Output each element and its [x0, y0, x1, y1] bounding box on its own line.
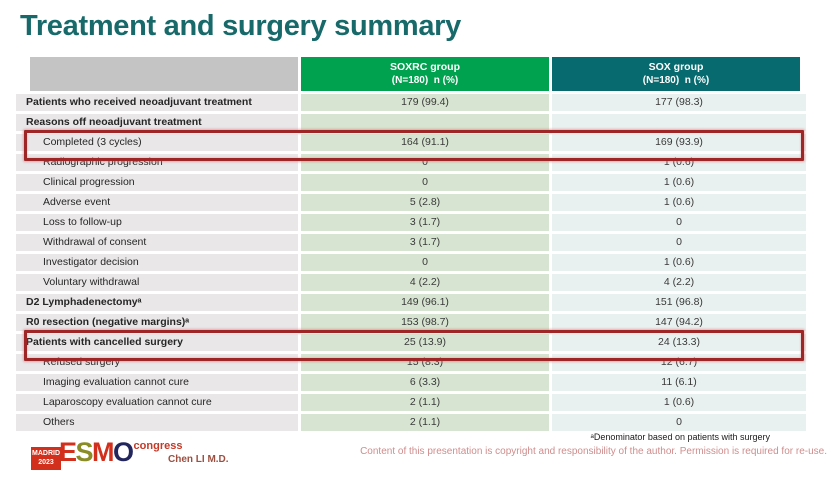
sox-value-cell: 24 (13.3): [552, 334, 806, 351]
esmo-congress-logo: MADRID 2023 ESMO congress: [31, 437, 183, 470]
soxrc-value-cell: 153 (98.7): [301, 314, 549, 331]
sox-value-cell: 1 (0.6): [552, 194, 806, 211]
copyright-notice: Content of this presentation is copyrigh…: [360, 446, 827, 457]
soxrc-value-cell: 149 (96.1): [301, 294, 549, 311]
row-label-cell: Withdrawal of consent: [16, 234, 298, 251]
sox-value-cell: 1 (0.6): [552, 254, 806, 271]
header-sox-title: SOX group: [648, 60, 704, 73]
congress-label: congress: [133, 440, 183, 452]
header-soxrc-group: SOXRC group (N=180) n (%): [301, 57, 549, 91]
row-label-cell: Adverse event: [16, 194, 298, 211]
soxrc-value-cell: 2 (1.1): [301, 414, 549, 431]
soxrc-value-cell: [301, 114, 549, 131]
soxrc-value-cell: 0: [301, 174, 549, 191]
sox-value-cell: 0: [552, 214, 806, 231]
esmo-letter-o: O: [113, 437, 134, 467]
sox-value-cell: 1 (0.6): [552, 154, 806, 171]
sox-value-cell: 169 (93.9): [552, 134, 806, 151]
madrid-2023-badge: MADRID 2023: [31, 447, 61, 470]
soxrc-value-cell: 25 (13.9): [301, 334, 549, 351]
sox-value-cell: 147 (94.2): [552, 314, 806, 331]
row-label-cell: Patients who received neoadjuvant treatm…: [16, 94, 298, 111]
row-label-cell: Clinical progression: [16, 174, 298, 191]
row-label-cell: Refused surgery: [16, 354, 298, 371]
row-label-cell: R0 resection (negative margins)ᵃ: [16, 314, 298, 331]
header-soxrc-subtitle: (N=180) n (%): [391, 75, 459, 87]
soxrc-value-cell: 164 (91.1): [301, 134, 549, 151]
sox-value-cell: 1 (0.6): [552, 174, 806, 191]
soxrc-value-cell: 5 (2.8): [301, 194, 549, 211]
row-label-cell: Completed (3 cycles): [16, 134, 298, 151]
badge-year: 2023: [38, 458, 54, 466]
slide-title: Treatment and surgery summary: [20, 10, 461, 42]
sox-value-cell: 151 (96.8): [552, 294, 806, 311]
soxrc-value-cell: 179 (99.4): [301, 94, 549, 111]
badge-city: MADRID: [32, 450, 60, 458]
header-sox-subtitle: (N=180) n (%): [642, 75, 710, 87]
row-label-cell: Others: [16, 414, 298, 431]
denominator-footnote: ᵃDenominator based on patients with surg…: [590, 432, 770, 442]
esmo-letter-e: E: [59, 437, 77, 467]
row-label-cell: Reasons off neoadjuvant treatment: [16, 114, 298, 131]
author-name: Chen LI M.D.: [168, 454, 229, 465]
sox-value-cell: 1 (0.6): [552, 394, 806, 411]
row-label-cell: Voluntary withdrawal: [16, 274, 298, 291]
soxrc-value-cell: 2 (1.1): [301, 394, 549, 411]
esmo-letter-s: S: [75, 437, 94, 467]
header-empty-cell: [30, 57, 298, 91]
row-label-cell: Loss to follow-up: [16, 214, 298, 231]
row-label-cell: Investigator decision: [16, 254, 298, 271]
table-grid: SOXRC group (N=180) n (%) SOX group (N=1…: [16, 57, 806, 431]
soxrc-value-cell: 6 (3.3): [301, 374, 549, 391]
header-soxrc-title: SOXRC group: [390, 60, 460, 73]
sox-value-cell: 4 (2.2): [552, 274, 806, 291]
sox-value-cell: 0: [552, 234, 806, 251]
sox-value-cell: 177 (98.3): [552, 94, 806, 111]
soxrc-value-cell: 0: [301, 254, 549, 271]
row-label-cell: Laparoscopy evaluation cannot cure: [16, 394, 298, 411]
header-sox-group: SOX group (N=180) n (%): [552, 57, 800, 91]
esmo-letter-m: M: [92, 437, 115, 467]
sox-value-cell: [552, 114, 806, 131]
sox-value-cell: 12 (6.7): [552, 354, 806, 371]
row-label-cell: Radiographic progression: [16, 154, 298, 171]
sox-value-cell: 11 (6.1): [552, 374, 806, 391]
soxrc-value-cell: 15 (8.3): [301, 354, 549, 371]
soxrc-value-cell: 4 (2.2): [301, 274, 549, 291]
soxrc-value-cell: 3 (1.7): [301, 234, 549, 251]
treatment-summary-table: SOXRC group (N=180) n (%) SOX group (N=1…: [16, 57, 806, 431]
row-label-cell: Patients with cancelled surgery: [16, 334, 298, 351]
soxrc-value-cell: 0: [301, 154, 549, 171]
sox-value-cell: 0: [552, 414, 806, 431]
row-label-cell: D2 Lymphadenectomyᵃ: [16, 294, 298, 311]
esmo-wordmark: ESMO: [59, 437, 134, 467]
row-label-cell: Imaging evaluation cannot cure: [16, 374, 298, 391]
slide-footer: MADRID 2023 ESMO congress Chen LI M.D. ᵃ…: [0, 431, 832, 478]
soxrc-value-cell: 3 (1.7): [301, 214, 549, 231]
